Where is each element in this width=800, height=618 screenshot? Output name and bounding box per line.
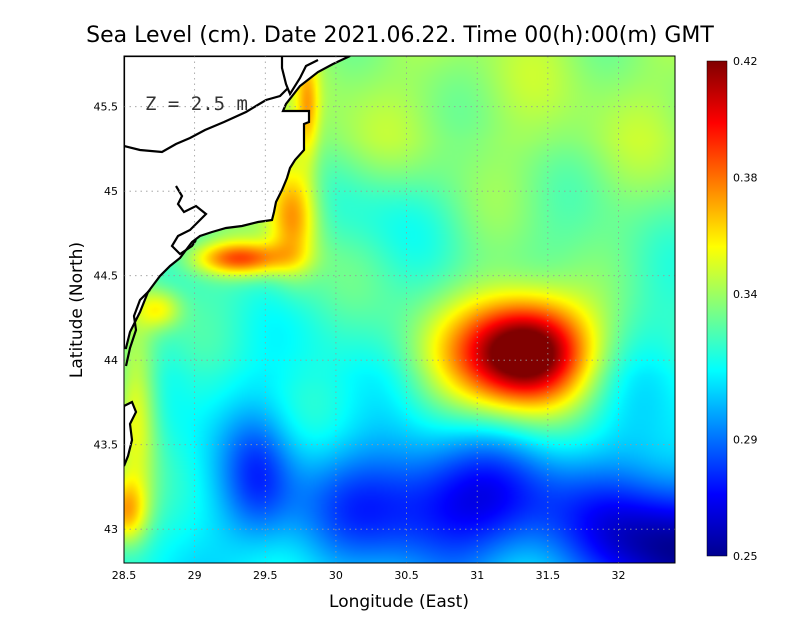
colorbar-ticks: 0.42 0.38 0.34 0.29 0.25	[733, 55, 758, 563]
colorbar-tick-label: 0.38	[733, 171, 758, 184]
coastline-north	[280, 56, 319, 97]
x-axis-ticks: 28.5 29 29.5 30 30.5 31 31.5 32	[112, 569, 626, 582]
y-tick-label: 44	[104, 354, 118, 367]
y-tick-label: 45	[104, 185, 118, 198]
colorbar-tick-label: 0.42	[733, 55, 758, 68]
coastline-south	[124, 400, 138, 467]
coastline-lagoon	[124, 87, 289, 367]
y-tick-label: 45.5	[94, 101, 119, 114]
y-tick-label: 43.5	[94, 439, 119, 452]
x-tick-label: 30	[329, 569, 343, 582]
plot-area: Z = 2.5 m	[123, 55, 676, 564]
y-axis-ticks: 43 43.5 44 44.5 45 45.5	[94, 101, 119, 537]
x-tick-label: 28.5	[112, 569, 137, 582]
plot-frame	[123, 55, 676, 564]
colorbar-tick-label: 0.29	[733, 434, 758, 447]
x-tick-label: 30.5	[394, 569, 419, 582]
x-tick-label: 29.5	[253, 569, 278, 582]
y-tick-label: 44.5	[94, 270, 119, 283]
chart-title: Sea Level (cm). Date 2021.06.22. Time 00…	[86, 23, 714, 48]
colorbar-scale	[706, 60, 728, 557]
colorbar-tick-label: 0.25	[733, 550, 758, 563]
x-tick-label: 31.5	[536, 569, 561, 582]
x-tick-label: 29	[188, 569, 202, 582]
y-tick-label: 43	[104, 523, 118, 536]
x-tick-label: 32	[611, 569, 625, 582]
depth-annotation: Z = 2.5 m	[145, 93, 248, 115]
x-tick-label: 31	[470, 569, 484, 582]
x-axis-label: Longitude (East)	[329, 592, 469, 612]
colorbar-tick-label: 0.34	[733, 288, 758, 301]
colorbar: 0.42 0.38 0.34 0.29 0.25	[706, 55, 758, 563]
land-mass	[124, 56, 351, 350]
y-axis-label: Latitude (North)	[67, 242, 87, 378]
grid-lines	[124, 56, 675, 563]
